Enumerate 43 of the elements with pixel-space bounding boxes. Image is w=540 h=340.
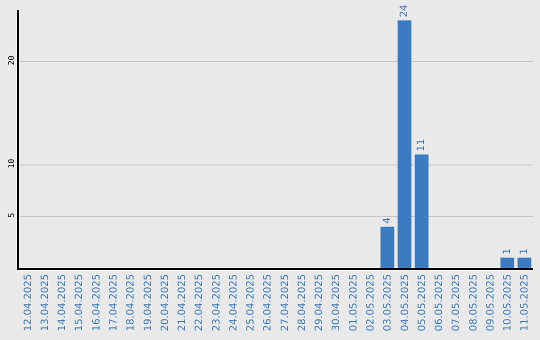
data-label: 4 [382,217,393,224]
x-tick-label: 03.05.2025 [382,274,394,332]
x-tick-label: 23.04.2025 [211,274,222,332]
x-tick-label: 17.04.2025 [108,274,120,332]
x-tick-label: 13.04.2025 [40,274,51,332]
data-label: 24 [399,4,410,18]
x-tick-label: 05.05.2025 [416,274,428,332]
data-label: 1 [518,248,530,255]
x-tick-label: 18.04.2025 [126,274,137,332]
y-tick-label: 20 [6,55,16,66]
x-tick-label: 27.04.2025 [280,274,291,332]
x-tick-label: 11.05.2025 [520,274,531,332]
x-tick-label: 09.05.2025 [485,274,496,332]
bar [380,226,394,268]
x-tick-label: 02.05.2025 [365,274,376,332]
x-tick-label: 15.04.2025 [74,274,86,332]
x-tick-label: 16.04.2025 [91,274,102,332]
x-tick-label: 12.04.2025 [22,274,34,332]
x-tick-label: 10.05.2025 [502,274,514,332]
x-tick-label: 26.04.2025 [262,274,274,332]
x-tick-label: 01.05.2025 [348,274,360,332]
x-tick-label: 20.04.2025 [160,274,171,332]
x-tick-label: 21.04.2025 [177,274,188,332]
x-tick-label: 14.04.2025 [57,274,68,332]
y-tick-label: 5 [6,212,16,218]
x-tick-label: 08.05.2025 [468,274,480,332]
y-tick-label: 10 [6,158,16,168]
x-tick-label: 28.04.2025 [296,274,308,332]
bar [518,258,532,268]
x-tick-label: 29.04.2025 [314,274,326,332]
x-tick-label: 19.04.2025 [142,274,154,332]
x-tick-label: 04.05.2025 [400,274,411,332]
data-label: 11 [416,138,428,152]
data-label: 1 [502,248,513,255]
x-tick-label: 25.04.2025 [246,274,257,332]
bar [398,20,412,268]
x-tick-label: 24.04.2025 [228,274,240,332]
bar [414,154,428,268]
x-tick-label: 06.05.2025 [434,274,446,332]
bar [500,258,514,268]
x-tick-label: 07.05.2025 [451,274,462,332]
x-tick-label: 30.04.2025 [331,274,342,332]
x-tick-label: 22.04.2025 [194,274,206,332]
